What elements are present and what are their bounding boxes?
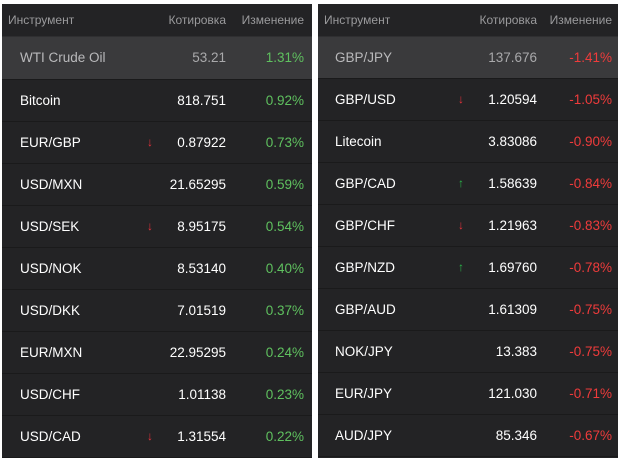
table-row[interactable]: EUR/JPY 121.030 -0.71% xyxy=(318,373,618,415)
quote-value: 53.21 xyxy=(192,50,226,65)
change-value: 0.59% xyxy=(265,177,304,192)
quote-value: 1.58639 xyxy=(488,176,537,191)
instrument-name[interactable]: GBP/AUD xyxy=(335,302,396,317)
quote-value: 137.676 xyxy=(488,50,537,65)
instrument-name[interactable]: USD/CAD xyxy=(20,429,81,444)
instrument-name[interactable]: EUR/GBP xyxy=(20,135,81,150)
down-arrow-icon: ↓ xyxy=(147,219,153,233)
instrument-name[interactable]: WTI Crude Oil xyxy=(20,50,106,65)
instrument-name[interactable]: NOK/JPY xyxy=(335,344,393,359)
change-value: -0.67% xyxy=(569,428,612,443)
table-row[interactable]: USD/DKK 7.01519 0.37% xyxy=(2,290,312,332)
quote-value: 22.95295 xyxy=(169,345,226,360)
instrument-name[interactable]: USD/MXN xyxy=(20,177,83,192)
instrument-name[interactable]: GBP/NZD xyxy=(335,260,396,275)
change-value: -0.75% xyxy=(569,302,612,317)
change-value: -1.41% xyxy=(569,50,612,65)
header-quote[interactable]: Котировка xyxy=(168,13,226,27)
quote-value: 85.346 xyxy=(495,428,537,443)
table-row[interactable]: USD/CHF 1.01138 0.23% xyxy=(2,374,312,416)
quote-value: 1.21963 xyxy=(488,218,537,233)
quote-value: 21.65295 xyxy=(169,177,226,192)
quote-value: 1.20594 xyxy=(488,92,537,107)
change-value: -0.90% xyxy=(569,134,612,149)
table-row[interactable]: USD/NOK 8.53140 0.40% xyxy=(2,248,312,290)
table-row[interactable]: NOK/JPY 13.383 -0.75% xyxy=(318,331,618,373)
down-arrow-icon: ↓ xyxy=(147,429,153,443)
table-row[interactable]: WTI Crude Oil 53.21 1.31% xyxy=(2,37,312,80)
header-instrument[interactable]: Инструмент xyxy=(8,13,75,27)
quote-value: 1.31554 xyxy=(177,429,226,444)
gainers-table: Инструмент Котировка Изменение WTI Crude… xyxy=(2,4,312,458)
change-value: 0.37% xyxy=(265,303,304,318)
change-value: -1.05% xyxy=(569,92,612,107)
down-arrow-icon: ↓ xyxy=(458,218,464,232)
change-value: 1.31% xyxy=(265,50,304,65)
header-change[interactable]: Изменение xyxy=(549,13,612,27)
table-row[interactable]: Bitcoin 818.751 0.92% xyxy=(2,80,312,122)
table-row[interactable]: USD/CAD ↓ 1.31554 0.22% xyxy=(2,416,312,458)
instrument-name[interactable]: GBP/USD xyxy=(335,92,396,107)
quote-value: 1.69760 xyxy=(488,260,537,275)
table-row[interactable]: EUR/MXN 22.95295 0.24% xyxy=(2,332,312,374)
table-row[interactable]: USD/SEK ↓ 8.95175 0.54% xyxy=(2,206,312,248)
header-instrument[interactable]: Инструмент xyxy=(324,13,391,27)
losers-table: Инструмент Котировка Изменение GBP/JPY 13… xyxy=(318,4,618,458)
instrument-name[interactable]: EUR/JPY xyxy=(335,386,393,401)
table-row[interactable]: AUD/JPY 85.346 -0.67% xyxy=(318,415,618,457)
table-row[interactable]: GBP/CAD ↑ 1.58639 -0.84% xyxy=(318,163,618,205)
quote-value: 1.01138 xyxy=(178,387,226,402)
change-value: 0.22% xyxy=(265,429,304,444)
table-row[interactable]: GBP/NZD ↑ 1.69760 -0.78% xyxy=(318,247,618,289)
table-row[interactable]: GBP/JPY 137.676 -1.41% xyxy=(318,37,618,79)
instrument-name[interactable]: Bitcoin xyxy=(20,93,61,108)
change-value: -0.84% xyxy=(569,176,612,191)
change-value: 0.24% xyxy=(265,345,304,360)
table-row[interactable]: GBP/AUD 1.61309 -0.75% xyxy=(318,289,618,331)
instrument-name[interactable]: USD/DKK xyxy=(20,303,81,318)
instrument-name[interactable]: USD/NOK xyxy=(20,261,82,276)
change-value: -0.83% xyxy=(569,218,612,233)
change-value: 0.54% xyxy=(265,219,304,234)
change-value: 0.23% xyxy=(265,387,304,402)
down-arrow-icon: ↓ xyxy=(458,92,464,106)
table-row[interactable]: Litecoin 3.83086 -0.90% xyxy=(318,121,618,163)
instrument-name[interactable]: GBP/CHF xyxy=(335,218,396,233)
header-change[interactable]: Изменение xyxy=(241,13,304,27)
change-value: -0.78% xyxy=(569,260,612,275)
quote-value: 13.383 xyxy=(495,344,537,359)
table-header: Инструмент Котировка Изменение xyxy=(2,4,312,37)
table-header: Инструмент Котировка Изменение xyxy=(318,4,618,37)
quote-value: 818.751 xyxy=(177,93,226,108)
change-value: 0.73% xyxy=(265,135,304,150)
change-value: 0.92% xyxy=(265,93,304,108)
quote-value: 7.01519 xyxy=(177,303,226,318)
quote-value: 3.83086 xyxy=(488,134,537,149)
table-row[interactable]: GBP/CHF ↓ 1.21963 -0.83% xyxy=(318,205,618,247)
instrument-name[interactable]: GBP/JPY xyxy=(335,50,393,65)
header-quote[interactable]: Котировка xyxy=(479,13,537,27)
table-body: GBP/JPY 137.676 -1.41% GBP/USD ↓ 1.20594 -1.05… xyxy=(318,37,618,457)
instrument-name[interactable]: AUD/JPY xyxy=(335,428,393,443)
down-arrow-icon: ↓ xyxy=(147,135,153,149)
table-body: WTI Crude Oil 53.21 1.31% Bitcoin 818.751 0.9… xyxy=(2,37,312,458)
table-row[interactable]: EUR/GBP ↓ 0.87922 0.73% xyxy=(2,122,312,164)
quote-value: 121.030 xyxy=(488,386,537,401)
up-arrow-icon: ↑ xyxy=(458,176,464,190)
quote-value: 8.95175 xyxy=(177,219,226,234)
table-row[interactable]: USD/MXN 21.65295 0.59% xyxy=(2,164,312,206)
change-value: -0.75% xyxy=(569,344,612,359)
instrument-name[interactable]: USD/SEK xyxy=(20,219,80,234)
instrument-name[interactable]: Litecoin xyxy=(335,134,382,149)
table-row[interactable]: GBP/USD ↓ 1.20594 -1.05% xyxy=(318,79,618,121)
quote-value: 8.53140 xyxy=(177,261,226,276)
quote-value: 1.61309 xyxy=(488,302,537,317)
instrument-name[interactable]: USD/CHF xyxy=(20,387,80,402)
quote-value: 0.87922 xyxy=(177,135,226,150)
instrument-name[interactable]: GBP/CAD xyxy=(335,176,396,191)
up-arrow-icon: ↑ xyxy=(458,260,464,274)
instrument-name[interactable]: EUR/MXN xyxy=(20,345,83,360)
change-value: 0.40% xyxy=(265,261,304,276)
change-value: -0.71% xyxy=(569,386,612,401)
